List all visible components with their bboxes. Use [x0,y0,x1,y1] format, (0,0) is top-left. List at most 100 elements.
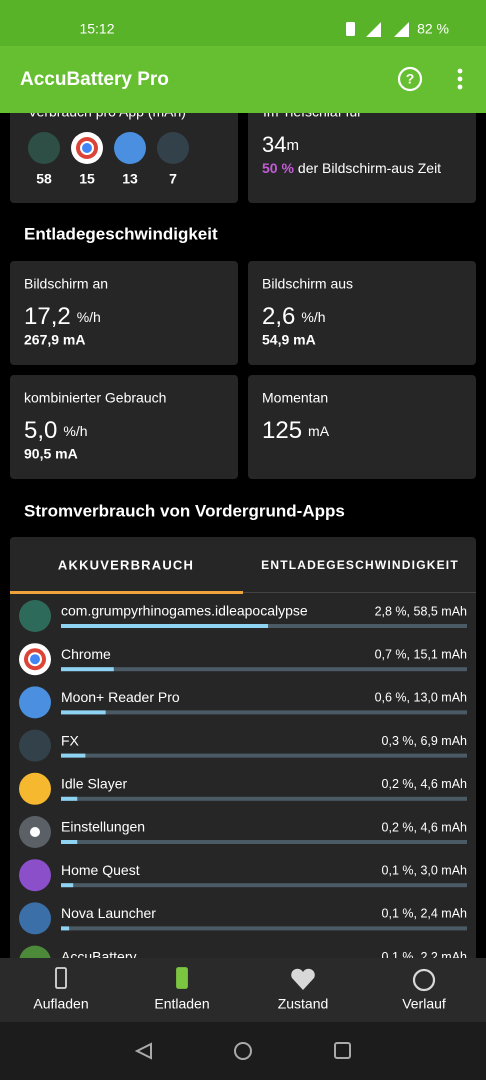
app-name: Moon+ Reader Pro [61,689,180,705]
usage-bar [61,926,70,931]
usage-track [61,926,467,931]
nav-icon [176,967,188,989]
system-nav [0,1022,486,1080]
status-time: 15:12 [79,21,114,37]
nav-label[interactable]: Zustand [278,996,329,1012]
section-title: Entladegeschwindigkeit [24,224,218,243]
usage-track [61,753,467,758]
deep-sleep-value: 34m [262,132,299,157]
app-icon [19,600,51,632]
value: 34 [262,132,286,157]
usage-bar [61,710,106,715]
unit: %/h [77,309,101,325]
card [248,95,476,203]
usage-bar [61,883,74,888]
app-icon [157,132,189,164]
menu-dot [457,76,463,82]
nav-icon [412,968,436,992]
app-name: Chrome [61,646,111,662]
note: der Bildschirm-aus Zeit [298,160,441,176]
app-icon [19,859,51,892]
nav-icon [55,967,67,989]
current-value: 267,9 mA [24,332,85,348]
app-icon [19,772,51,805]
nav-label[interactable]: Entladen [154,996,209,1012]
tab[interactable]: ENTLADEGESCHWINDIGKEIT [261,558,459,572]
status-battery: 82 % [417,21,449,37]
unit: m [286,137,299,154]
value: 17,2 [24,303,71,330]
card-title: kombinierter Gebrauch [24,390,166,406]
app-stats: 0,7 %, 15,1 mAh [375,647,467,661]
nav-icon [291,968,315,990]
recents-button[interactable] [334,1042,351,1059]
usage-bar [61,753,86,758]
unit: %/h [301,309,325,325]
lte-signal-icon [394,22,409,37]
nav-label[interactable]: Verlauf [402,996,446,1012]
vibrate-icon [346,22,355,36]
current-value: 90,5 mA [24,446,78,462]
tab-indicator [10,591,243,594]
percent: 50 % [262,160,294,176]
rate-value: 17,2 %/h [24,303,101,330]
card-title: Bildschirm an [24,276,108,292]
home-button[interactable] [234,1042,252,1060]
app-icon [114,132,146,164]
app-usage-value: 15 [79,171,95,187]
unit: mA [308,423,330,439]
signal-icon [366,22,381,37]
menu-dot [457,84,463,90]
app-icon [28,132,60,164]
value: 2,6 [262,303,295,330]
section-title: Stromverbrauch von Vordergrund-Apps [24,501,345,520]
app-icon-core [80,141,94,155]
app-icon [19,686,51,719]
content: Verbrauch pro App (mAh)5815137Im Tiefsch… [10,95,476,978]
app-name: FX [61,732,80,748]
value: 125 [262,417,302,444]
app-stats: 0,6 %, 13,0 mAh [375,691,467,705]
app-name: Idle Slayer [61,776,127,792]
rate-value: 125 mA [262,417,330,444]
rate-value: 2,6 %/h [262,303,326,330]
card [248,261,476,365]
app-icon [19,902,51,935]
menu-button[interactable] [457,68,463,90]
nav-label[interactable]: Aufladen [33,996,88,1012]
app-usage-value: 7 [169,171,177,187]
usage-track [61,840,467,844]
app-name: com.grumpyrhinogames.idleapocalypse [61,603,308,619]
unit: %/h [63,423,87,439]
usage-track [61,667,467,672]
menu-dot [457,68,463,74]
usage-track [61,796,467,801]
help-button[interactable] [397,66,423,92]
usage-track [61,883,467,888]
app-name: Einstellungen [61,819,145,835]
current-value: 54,9 mA [262,332,316,348]
back-button[interactable] [134,1042,152,1060]
gear-core [30,827,40,837]
value: 5,0 [24,417,57,444]
app-title: AccuBattery Pro [20,69,169,90]
app-bar [0,46,486,113]
tab[interactable]: AKKUVERBRAUCH [58,557,194,572]
card [248,375,476,479]
bottom-nav: Aufladen Entladen Zustand Verlauf [0,958,486,1022]
app-stats: 0,2 %, 4,6 mAh [382,820,468,834]
app-name: Home Quest [61,862,140,878]
usage-bar [61,840,78,844]
usage-track [61,710,467,715]
app-icon [19,729,51,762]
deep-sleep-note: 50 % der Bildschirm-aus Zeit [262,160,441,176]
help-glyph: ? [406,71,415,87]
usage-bar [61,624,269,628]
card-title: Momentan [262,390,328,406]
usage-bar [61,796,78,801]
card [10,261,238,365]
card-title: Bildschirm aus [262,276,353,292]
